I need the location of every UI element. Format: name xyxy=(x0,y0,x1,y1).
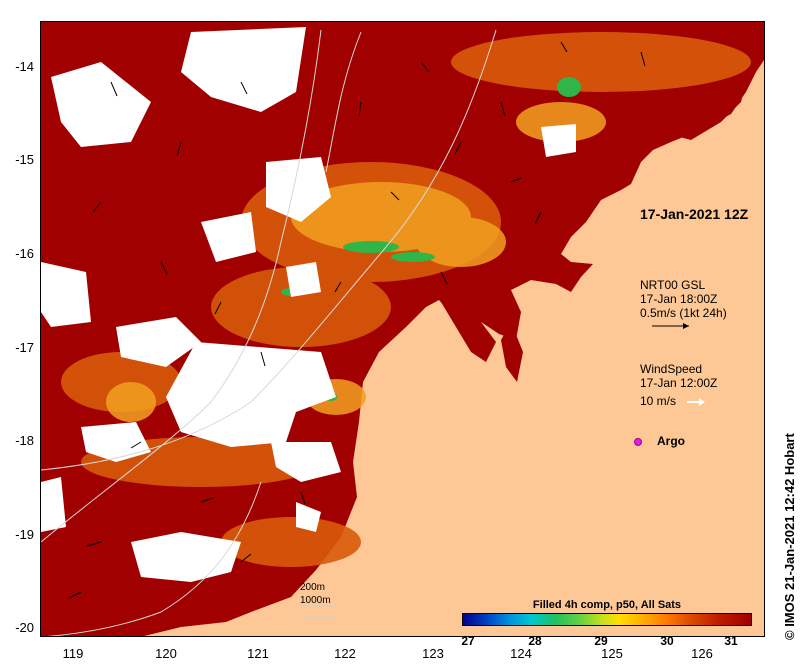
argo-float-marker[interactable] xyxy=(634,438,642,446)
x-tick: 125 xyxy=(601,646,623,661)
colorbar-tick: 29 xyxy=(594,634,608,648)
gsl-scale-arrowhead xyxy=(683,323,689,329)
argo-label: Argo xyxy=(657,434,685,448)
wind-legend-line1: WindSpeed xyxy=(640,362,703,376)
map-date-label: 17-Jan-2021 12Z xyxy=(640,206,749,222)
colorbar-tick: 28 xyxy=(528,634,542,648)
current-vectors xyxy=(68,41,646,599)
gsl-legend-line2: 17-Jan 18:00Z xyxy=(640,292,718,306)
x-tick: 119 xyxy=(62,646,84,661)
x-tick: 120 xyxy=(155,646,177,661)
estuary xyxy=(441,302,496,362)
colorbar-tick: 31 xyxy=(724,634,738,648)
colorbar-tick: 30 xyxy=(660,634,674,648)
gsl-legend-line1: NRT00 GSL xyxy=(640,278,706,292)
sst-map[interactable] xyxy=(41,22,765,637)
estuary xyxy=(661,82,746,140)
x-tick: 124 xyxy=(510,646,532,661)
x-tick: 121 xyxy=(247,646,269,661)
estuary xyxy=(501,322,523,382)
x-tick: 123 xyxy=(422,646,444,661)
wind-scale-arrowhead xyxy=(699,398,705,406)
y-tick: -20 xyxy=(15,620,34,635)
colorbar-title: Filled 4h comp, p50, All Sats xyxy=(532,599,682,611)
cloud-mask xyxy=(41,27,576,582)
x-tick: 126 xyxy=(691,646,713,661)
y-tick: -16 xyxy=(15,246,34,261)
map-frame[interactable] xyxy=(40,21,765,637)
colorbar-tick: 27 xyxy=(461,634,475,648)
y-tick: -18 xyxy=(15,433,34,448)
scale-label-1000m: 1000m xyxy=(300,595,331,606)
land-mass xyxy=(144,60,764,636)
y-tick: -15 xyxy=(15,152,34,167)
y-tick: -17 xyxy=(15,340,34,355)
wind-legend-line3: 10 m/s xyxy=(640,394,677,408)
wind-legend-line2: 17-Jan 12:00Z xyxy=(640,376,718,390)
bathymetry-contours xyxy=(41,29,497,636)
sst-warm-patches xyxy=(61,32,751,567)
gsl-legend-line3: 0.5m/s (1kt 24h) xyxy=(640,306,727,320)
y-tick: -14 xyxy=(15,59,34,74)
colorbar xyxy=(462,613,752,626)
sst-mild-patches xyxy=(106,102,606,422)
scale-label-200m: 200m xyxy=(300,582,326,593)
x-tick: 122 xyxy=(334,646,356,661)
y-tick: -19 xyxy=(15,527,34,542)
imos-credit: © IMOS 21-Jan-2021 12:42 Hobart xyxy=(782,433,797,640)
